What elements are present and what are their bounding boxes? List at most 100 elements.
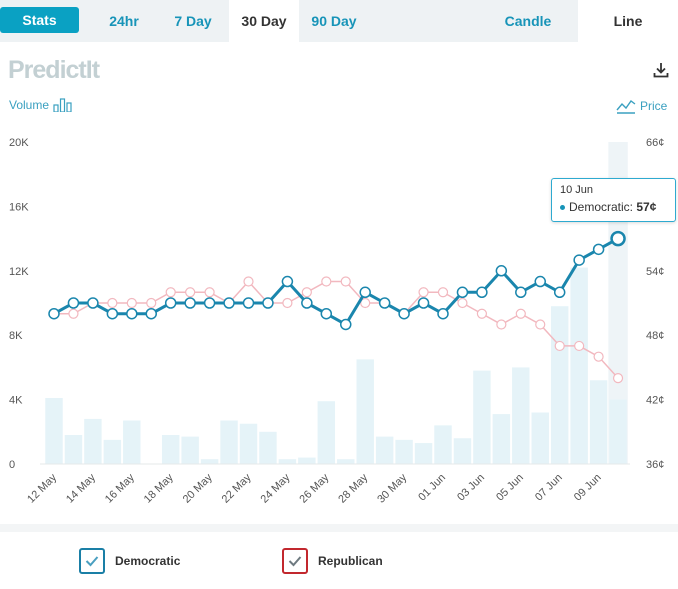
republican-point xyxy=(165,287,176,298)
republican-point xyxy=(437,287,449,298)
republican-point xyxy=(457,297,468,309)
republican-line xyxy=(54,280,619,379)
democratic-point xyxy=(515,286,527,299)
y-right-tick-label: 48¢ xyxy=(646,330,664,342)
democratic-point xyxy=(242,297,255,309)
stats-button[interactable]: Stats xyxy=(0,7,79,33)
x-tick-label: 18 May xyxy=(142,471,176,505)
tab-30-day[interactable]: 30 Day xyxy=(229,0,299,42)
legend-republican[interactable]: Republican xyxy=(282,548,383,574)
y-left-tick-label: 4K xyxy=(9,395,23,407)
volume-bar xyxy=(278,459,297,464)
volume-bar xyxy=(512,367,530,464)
x-tick-label: 24 May xyxy=(259,471,293,505)
republican-point xyxy=(126,297,137,309)
democratic-point xyxy=(145,307,157,320)
x-tick-label: 05 Jun xyxy=(494,472,526,504)
volume-bar xyxy=(356,359,374,464)
democratic-point xyxy=(87,297,99,309)
x-tick-label: 28 May xyxy=(336,471,370,505)
democratic-point xyxy=(553,286,566,299)
tooltip-dot xyxy=(560,205,565,211)
x-tick-label: 09 Jun xyxy=(572,472,604,504)
x-tick-label: 22 May xyxy=(220,471,254,505)
price-toggle[interactable]: Price xyxy=(616,98,667,114)
republican-point xyxy=(243,276,254,287)
volume-bar xyxy=(181,436,199,464)
volume-bar xyxy=(317,401,336,464)
democratic-point xyxy=(476,286,488,299)
democratic-point xyxy=(573,254,585,266)
volume-bar xyxy=(531,412,549,464)
republican-point xyxy=(107,297,118,309)
volume-bar xyxy=(492,414,511,464)
predictit-logo: PredictIt xyxy=(8,56,102,84)
democratic-point xyxy=(359,286,371,299)
volume-bar xyxy=(239,423,258,464)
price-label: Price xyxy=(640,99,668,113)
y-right-tick-label: 54¢ xyxy=(646,266,664,278)
republican-point xyxy=(574,340,585,352)
tab-7-day[interactable]: 7 Day xyxy=(174,13,212,29)
volume-bar xyxy=(550,306,569,464)
range-tab-bar: Stats 24hr 7 Day 30 Day 90 Day Candle Li… xyxy=(0,0,678,42)
democratic-point xyxy=(320,307,333,320)
volume-bar xyxy=(375,436,394,464)
democratic-point xyxy=(126,307,138,320)
democratic-point xyxy=(495,265,508,277)
democratic-point xyxy=(262,297,274,309)
volume-bar xyxy=(473,370,491,464)
volume-bar xyxy=(337,459,355,464)
democratic-point xyxy=(378,297,391,309)
democratic-point xyxy=(67,297,80,309)
volume-bar xyxy=(259,431,277,464)
democratic-point xyxy=(340,318,352,331)
volume-bar xyxy=(200,459,219,464)
chart-tooltip: 10 Jun Democratic: 57¢ xyxy=(551,178,676,222)
checkmark-icon xyxy=(85,556,99,567)
republican-point xyxy=(340,276,351,287)
republican-point xyxy=(554,340,565,352)
tab-90-day[interactable]: 90 Day xyxy=(311,13,357,29)
tab-line[interactable]: Line xyxy=(578,0,678,42)
legend-democratic[interactable]: Democratic xyxy=(79,548,180,574)
democratic-point xyxy=(203,297,216,309)
tab-24hr[interactable]: 24hr xyxy=(109,13,139,29)
tooltip-date: 10 Jun xyxy=(560,184,594,196)
volume-bar xyxy=(103,439,122,464)
bar-chart-icon xyxy=(53,98,72,112)
republican-point xyxy=(418,287,429,298)
x-tick-label: 16 May xyxy=(103,471,137,505)
x-tick-label: 14 May xyxy=(64,471,98,505)
volume-bar xyxy=(220,420,238,464)
democratic-point xyxy=(417,297,430,309)
republican-point xyxy=(496,319,507,330)
volume-bar xyxy=(84,418,102,464)
volume-bar xyxy=(453,438,472,464)
legend-republican-label: Republican xyxy=(318,554,383,568)
line-chart-icon xyxy=(616,100,636,114)
democratic-point-active xyxy=(610,230,626,247)
volume-bar xyxy=(64,435,83,464)
republican-point xyxy=(282,297,293,309)
volume-bar xyxy=(123,420,141,464)
republican-point xyxy=(146,297,157,309)
x-tick-label: 03 Jun xyxy=(455,472,487,504)
republican-checkbox[interactable] xyxy=(282,548,308,574)
volume-bar xyxy=(414,443,433,464)
democratic-point xyxy=(456,286,469,299)
democratic-point xyxy=(398,307,410,320)
x-tick-label: 20 May xyxy=(181,471,215,505)
y-left-tick-label: 12K xyxy=(9,266,29,278)
checkmark-icon xyxy=(288,556,302,567)
democratic-checkbox[interactable] xyxy=(79,548,105,574)
volume-toggle[interactable]: Volume xyxy=(9,98,73,112)
democratic-point xyxy=(184,297,196,309)
predictit-logo-text: PredictIt xyxy=(8,56,101,84)
volume-bar xyxy=(298,457,316,464)
x-tick-label: 01 Jun xyxy=(416,472,448,504)
download-icon[interactable] xyxy=(652,61,670,79)
tab-candle[interactable]: Candle xyxy=(504,13,552,29)
republican-point xyxy=(185,287,196,298)
